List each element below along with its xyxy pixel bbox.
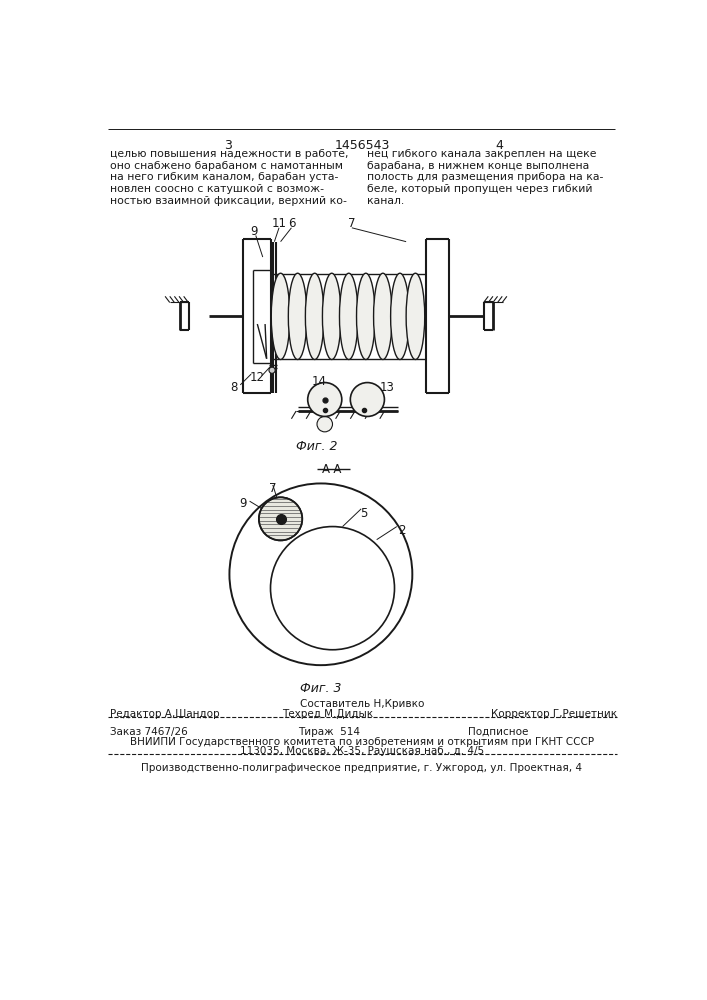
Text: 7: 7: [348, 217, 356, 230]
Ellipse shape: [391, 273, 409, 359]
Text: 12: 12: [250, 371, 265, 384]
Text: 4: 4: [495, 139, 503, 152]
Text: 3: 3: [224, 139, 232, 152]
Text: Тираж  514: Тираж 514: [298, 727, 360, 737]
Text: А-А: А-А: [322, 463, 343, 476]
Ellipse shape: [322, 273, 341, 359]
Text: Редактор А,Шандор: Редактор А,Шандор: [110, 709, 220, 719]
Text: 9: 9: [250, 225, 258, 238]
Text: ВНИИПИ Государственного комитета по изобретениям и открытиям при ГКНТ СССР: ВНИИПИ Государственного комитета по изоб…: [130, 737, 594, 747]
Ellipse shape: [339, 273, 358, 359]
Text: Корректор Г,Решетник: Корректор Г,Решетник: [491, 709, 617, 719]
Text: Составитель Н,Кривко: Составитель Н,Кривко: [300, 699, 424, 709]
Circle shape: [317, 416, 332, 432]
Ellipse shape: [373, 273, 392, 359]
Ellipse shape: [288, 273, 307, 359]
Circle shape: [259, 497, 303, 540]
Circle shape: [269, 367, 275, 373]
Text: Техред М.Дидык: Техред М.Дидык: [282, 709, 373, 719]
Text: 14: 14: [312, 375, 327, 388]
Text: 2: 2: [399, 524, 406, 537]
Text: 7: 7: [269, 482, 276, 495]
Text: 13: 13: [380, 381, 395, 394]
Text: Производственно-полиграфическое предприятие, г. Ужгород, ул. Проектная, 4: Производственно-полиграфическое предприя…: [141, 763, 583, 773]
Circle shape: [351, 383, 385, 416]
Text: 113035, Москва, Ж-35, Раушская наб., д. 4/5: 113035, Москва, Ж-35, Раушская наб., д. …: [240, 746, 484, 756]
Text: 11: 11: [271, 217, 286, 230]
Circle shape: [308, 383, 341, 416]
Ellipse shape: [406, 273, 425, 359]
Text: нец гибкого канала закреплен на щеке
барабана, в нижнем конце выполнена
полость : нец гибкого канала закреплен на щеке бар…: [368, 149, 604, 206]
Text: Фиг. 2: Фиг. 2: [296, 440, 338, 453]
Text: 8: 8: [230, 381, 238, 394]
Text: 1456543: 1456543: [334, 139, 390, 152]
Text: 6: 6: [288, 217, 296, 230]
Text: Подписное: Подписное: [468, 727, 529, 737]
Ellipse shape: [271, 273, 290, 359]
Ellipse shape: [356, 273, 375, 359]
Text: целью повышения надежности в работе,
оно снабжено барабаном с намотанным
на него: целью повышения надежности в работе, оно…: [110, 149, 349, 206]
Ellipse shape: [305, 273, 324, 359]
Text: 9: 9: [240, 497, 247, 510]
Text: Фиг. 3: Фиг. 3: [300, 682, 341, 695]
Text: Заказ 7467/26: Заказ 7467/26: [110, 727, 188, 737]
Text: 5: 5: [360, 507, 367, 520]
